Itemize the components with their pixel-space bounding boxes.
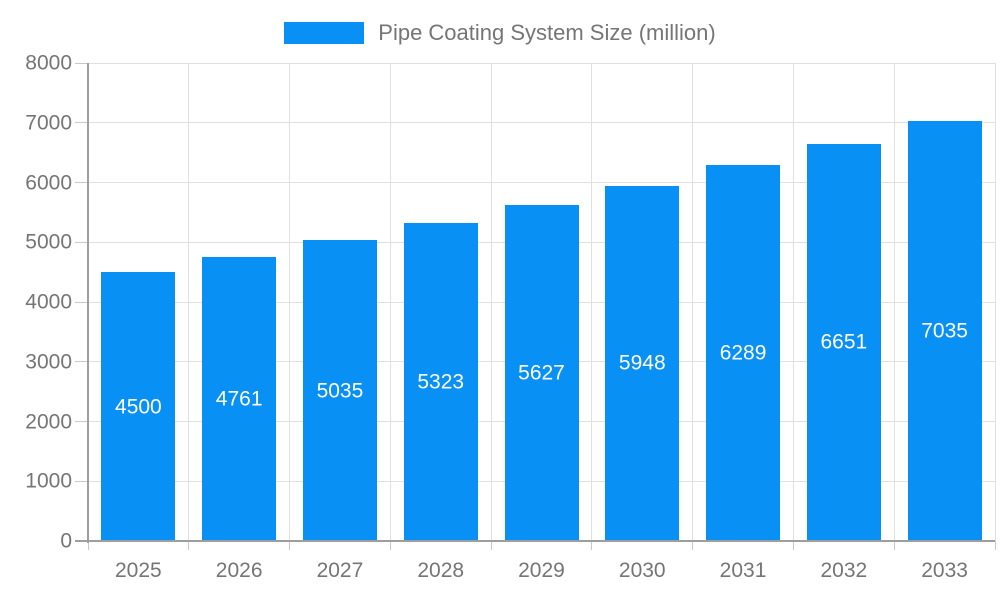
x-gridline [792,63,794,541]
x-axis-tick [188,541,190,550]
y-axis-tick [75,241,88,243]
bar-value-label: 4761 [215,387,263,411]
x-axis-tick [289,541,291,550]
bar[interactable]: 5323 [403,222,478,541]
y-axis-label: 2000 [25,410,72,433]
bar[interactable]: 6651 [806,143,881,541]
x-gridline [692,63,694,541]
x-gridline [188,63,190,541]
bar-value-label: 5035 [316,379,364,403]
x-axis-tick [490,541,492,550]
bar[interactable]: 5627 [504,204,579,541]
bar-value-label: 4500 [115,395,162,419]
y-gridline [88,122,995,124]
y-axis-label: 1000 [25,469,72,493]
x-axis-label: 2031 [719,559,767,582]
legend-swatch [284,22,365,44]
y-axis-label: 0 [60,529,72,553]
y-axis-label: 6000 [25,171,72,194]
x-axis-tick [792,541,794,550]
y-gridline [88,62,995,64]
x-axis-line [75,540,995,542]
x-axis-tick [591,541,593,550]
x-gridline [994,63,996,541]
x-gridline [591,63,593,541]
x-axis-tick [893,541,895,550]
y-axis-tick [75,182,88,183]
bar[interactable]: 4500 [101,272,176,541]
bar[interactable]: 4761 [202,256,277,541]
bar-value-label: 5627 [518,361,565,385]
bar-value-label: 6651 [820,330,868,354]
y-axis-label: 4000 [25,290,72,314]
x-axis-label: 2027 [316,559,364,582]
y-axis-tick [75,62,88,64]
x-gridline [893,63,895,541]
legend[interactable]: Pipe Coating System Size (million) [0,18,1000,48]
x-axis-label: 2028 [417,559,465,582]
bar-value-label: 5323 [417,370,465,394]
y-axis-label: 3000 [25,350,72,374]
legend-label: Pipe Coating System Size (million) [378,20,716,45]
x-gridline [490,63,492,541]
bar-value-label: 5948 [618,351,666,375]
bar[interactable]: 5948 [605,185,680,541]
x-axis-tick [389,541,391,550]
x-axis-label: 2030 [618,559,666,582]
y-gridline [88,182,995,183]
x-axis-label: 2032 [820,559,868,582]
x-axis-label: 2026 [215,559,263,582]
x-axis-label: 2033 [921,559,968,582]
x-axis-tick [87,541,89,550]
x-axis-label: 2025 [115,559,162,582]
y-axis-label: 5000 [25,230,72,254]
x-axis-tick [692,541,694,550]
y-axis-tick [75,480,88,482]
bar-value-label: 7035 [921,319,968,343]
y-axis-line [87,63,89,543]
x-axis-tick [994,541,996,550]
x-gridline [289,63,291,541]
bar[interactable]: 5035 [302,240,377,541]
bar[interactable]: 7035 [907,120,982,541]
x-axis-label: 2029 [518,559,565,582]
y-axis-label: 8000 [25,51,72,75]
y-axis-label: 7000 [25,111,72,135]
x-gridline [389,63,391,541]
y-axis-tick [75,122,88,124]
bar[interactable]: 6289 [706,165,781,541]
y-axis-tick [75,301,88,303]
bar-value-label: 6289 [719,341,767,365]
y-axis-tick [75,421,88,422]
y-axis-tick [75,361,88,363]
